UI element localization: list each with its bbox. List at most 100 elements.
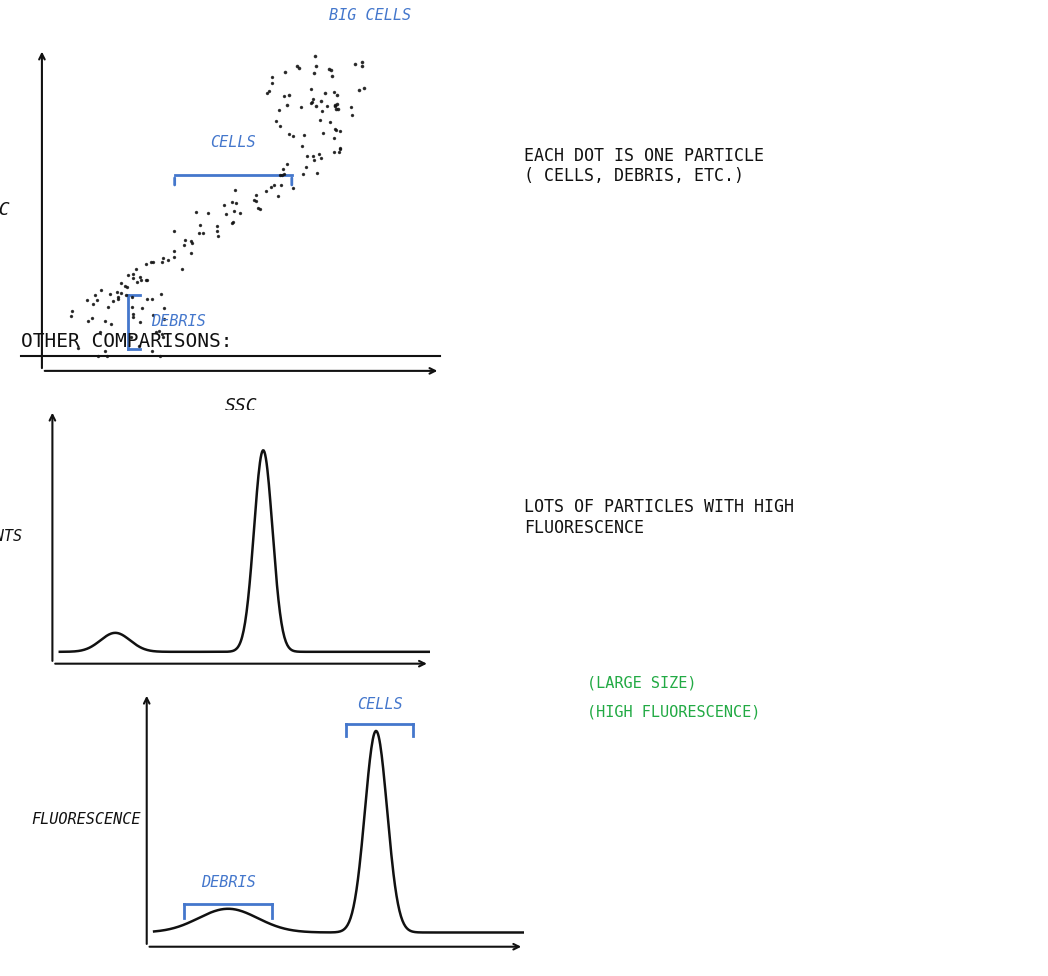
Text: DEBRIS: DEBRIS [201,874,256,890]
Point [183,245,200,261]
Point [259,85,276,101]
Point [323,62,340,78]
Point [132,268,149,284]
Point [88,293,105,308]
Point [258,183,275,199]
Point [128,274,145,290]
Point [274,167,290,183]
Point [102,286,118,302]
Point [277,64,293,80]
Point [218,206,235,222]
Point [199,205,216,221]
Point [124,300,140,315]
Point [281,87,298,102]
Point [131,314,148,330]
Point [264,69,281,85]
Point [319,99,335,114]
Text: LOTS OF PARTICLES WITH HIGH
FLUORESCENCE: LOTS OF PARTICLES WITH HIGH FLUORESCENCE [524,498,794,537]
Point [166,224,182,239]
Point [305,148,322,164]
Point [155,311,172,327]
Point [195,225,212,241]
Point [344,107,361,123]
Point [138,272,155,288]
Point [110,292,127,307]
Point [284,181,301,196]
Point [175,237,192,253]
Point [353,55,370,70]
Point [355,80,372,96]
Point [272,167,289,183]
Text: FSC: FSC [0,201,10,219]
Point [291,61,308,76]
Point [80,313,96,329]
Point [331,123,348,139]
Point [125,265,141,281]
Point [153,286,170,302]
Point [152,347,169,363]
Point [209,218,225,233]
Point [92,324,109,340]
Point [96,312,113,328]
Point [313,93,330,108]
Point [183,235,200,251]
Point [228,195,245,211]
Point [263,75,280,91]
Point [311,146,328,162]
Point [294,167,311,183]
Point [160,252,177,267]
Point [103,316,119,332]
Point [97,344,114,359]
Point [145,255,161,270]
Point [298,159,314,175]
Point [312,111,329,127]
Point [313,102,330,118]
Point [210,228,226,244]
Point [224,215,241,230]
Point [177,232,194,248]
Point [276,167,292,183]
Text: (HIGH FLUORESCENCE): (HIGH FLUORESCENCE) [587,705,760,720]
Point [209,224,225,239]
Point [125,309,141,325]
Point [272,178,289,193]
Point [150,323,167,339]
Point [123,329,139,345]
Point [267,113,284,129]
Point [145,307,161,323]
Point [247,193,264,209]
Point [332,142,349,157]
Point [183,232,200,248]
Point [226,183,243,198]
Point [225,203,242,219]
Text: CELLS: CELLS [357,697,402,712]
Point [134,300,151,315]
Point [79,293,95,308]
Point [270,102,287,118]
Point [166,249,182,264]
Point [353,59,370,74]
Point [153,255,170,270]
Point [188,205,204,221]
Point [109,284,126,300]
Point [155,330,172,346]
Point [109,290,126,305]
Point [299,148,315,164]
Point [70,341,87,356]
Text: INCIDENTS: INCIDENTS [0,529,22,545]
Point [90,348,107,364]
Point [112,275,129,291]
Point [316,85,333,101]
Point [138,292,155,307]
Point [105,293,122,308]
Point [191,225,208,241]
Point [148,324,165,340]
Point [133,271,150,287]
Point [119,279,136,295]
Point [223,215,240,230]
Point [125,270,141,286]
Point [305,91,322,106]
Text: SSC: SSC [224,396,258,415]
Point [130,338,147,353]
Point [275,161,291,177]
